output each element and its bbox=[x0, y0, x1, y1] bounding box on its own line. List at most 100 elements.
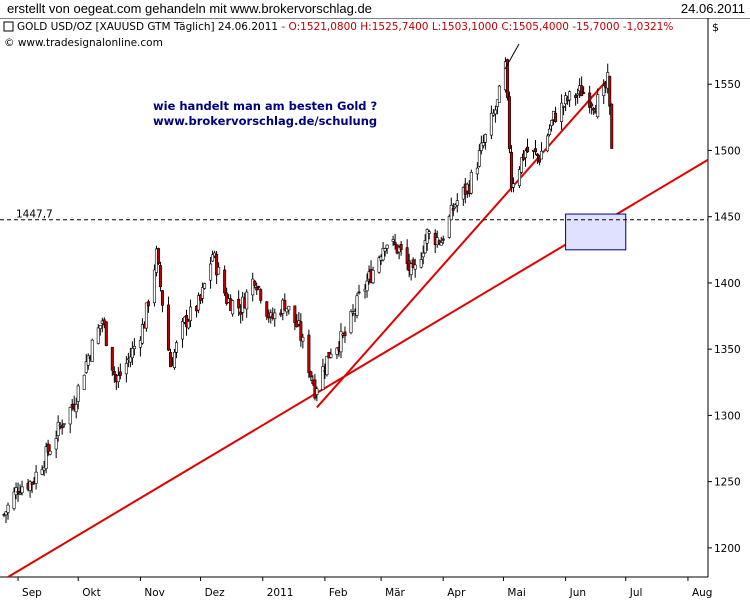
candle-body bbox=[299, 321, 303, 341]
candle-body bbox=[82, 374, 86, 390]
candle-body bbox=[447, 216, 451, 238]
candle-body bbox=[46, 443, 50, 453]
candle-body bbox=[54, 438, 58, 450]
y-tick-label: 1550 bbox=[714, 79, 741, 91]
candle-body bbox=[349, 311, 353, 333]
candle-body bbox=[28, 481, 32, 491]
y-tick-label: 1300 bbox=[714, 410, 741, 422]
candle-body bbox=[156, 248, 160, 264]
support-line-label: 1447,7 bbox=[16, 209, 53, 221]
candle-body bbox=[98, 325, 102, 329]
candle-body bbox=[423, 240, 427, 254]
candle-body bbox=[469, 172, 473, 194]
annotation-line-2: www.brokervorschlag.de/schulung bbox=[153, 114, 377, 128]
candle-body bbox=[6, 504, 10, 513]
candle-body bbox=[68, 407, 72, 425]
info-panel: GOLD USD/OZ [XAUUSD GTM Täglich] 24.06.2… bbox=[3, 21, 719, 49]
y-tick-label: 1250 bbox=[714, 477, 741, 489]
candle-body bbox=[209, 263, 213, 281]
candle-body bbox=[580, 85, 584, 97]
x-tick-label: Jun bbox=[569, 587, 586, 599]
candle-body bbox=[439, 242, 443, 246]
candle-body bbox=[189, 306, 193, 321]
candle-body bbox=[497, 85, 501, 103]
candle-body bbox=[130, 347, 134, 359]
x-tick-label: Feb bbox=[329, 587, 348, 599]
candle-body bbox=[588, 92, 592, 108]
candle-body bbox=[185, 314, 189, 328]
candle-body bbox=[425, 229, 429, 244]
candle-body bbox=[62, 423, 66, 425]
candle-body bbox=[479, 142, 483, 151]
candle-body bbox=[576, 93, 580, 96]
candle-body bbox=[525, 146, 529, 153]
candle-body bbox=[34, 471, 38, 484]
candle-body bbox=[574, 95, 578, 98]
candle-body bbox=[592, 108, 596, 111]
candle-body bbox=[146, 301, 150, 307]
candle-body bbox=[385, 244, 389, 249]
annotation-block: wie handelt man am besten Gold ? www.bro… bbox=[153, 43, 520, 128]
candle-body bbox=[489, 112, 493, 136]
candle-body bbox=[455, 200, 459, 206]
candle-body bbox=[187, 321, 191, 329]
currency-label: $ bbox=[712, 21, 719, 34]
candle-body bbox=[56, 421, 60, 437]
candle-body bbox=[582, 92, 586, 94]
candle-body bbox=[217, 266, 221, 275]
candle-body bbox=[437, 240, 441, 244]
candle-body bbox=[152, 269, 156, 304]
candle-body bbox=[201, 287, 205, 299]
candle-body bbox=[237, 298, 241, 309]
candle-body bbox=[335, 347, 339, 355]
candle-body bbox=[315, 388, 319, 395]
series-marker-icon bbox=[3, 21, 14, 32]
candle-body bbox=[197, 295, 201, 311]
x-tick-label: Nov bbox=[144, 587, 165, 599]
candle-body bbox=[391, 239, 395, 242]
candle-body bbox=[596, 94, 600, 118]
support-line-group: 1447,7 bbox=[0, 209, 708, 221]
candle-body bbox=[381, 248, 385, 261]
candle-body bbox=[321, 366, 325, 390]
candle-body bbox=[519, 157, 523, 173]
candle-body bbox=[231, 300, 235, 315]
candle-body bbox=[58, 424, 62, 427]
candle-body bbox=[451, 208, 455, 211]
annotation-pointer bbox=[504, 43, 520, 70]
x-tick-label: Mai bbox=[507, 587, 525, 599]
x-tick-label: Jul bbox=[629, 587, 643, 599]
x-tick-label: Okt bbox=[82, 587, 100, 599]
candle-body bbox=[568, 91, 572, 101]
candle-body bbox=[357, 291, 361, 294]
x-tick-label: Sep bbox=[22, 587, 42, 599]
candle-body bbox=[325, 355, 329, 376]
candle-body bbox=[421, 252, 425, 258]
candle-body bbox=[365, 280, 369, 292]
candle-body bbox=[265, 301, 269, 317]
series-symbol: GOLD USD/OZ [XAUUSD GTM Täglich] 24.06.2… bbox=[17, 21, 278, 33]
candle-body bbox=[355, 295, 359, 316]
candle-body bbox=[245, 291, 249, 310]
candles bbox=[2, 57, 614, 524]
candle-body bbox=[548, 128, 552, 135]
y-axis: 1200 1250 1300 1350 1400 1450 1500 1550 bbox=[708, 79, 741, 555]
candle-body bbox=[534, 148, 538, 153]
candle-body bbox=[509, 151, 513, 188]
series-label: GOLD USD/OZ [XAUUSD GTM Täglich] 24.06.2… bbox=[17, 21, 673, 33]
candle-body bbox=[30, 482, 34, 485]
candle-body bbox=[160, 290, 164, 306]
candle-body bbox=[483, 134, 487, 143]
candle-body bbox=[16, 490, 20, 494]
series-ohlc: - O:1521,0800 H:1525,7400 L:1503,1000 C:… bbox=[281, 21, 673, 33]
candle-body bbox=[413, 264, 417, 270]
candle-body bbox=[40, 469, 44, 475]
candle-body bbox=[511, 183, 515, 188]
y-tick-label: 1200 bbox=[714, 543, 741, 555]
candle-body bbox=[203, 283, 207, 289]
candle-body bbox=[174, 342, 178, 353]
candle-body bbox=[409, 263, 413, 275]
y-tick-label: 1350 bbox=[714, 344, 741, 356]
candle-body bbox=[493, 109, 497, 115]
candle-body bbox=[181, 321, 185, 340]
